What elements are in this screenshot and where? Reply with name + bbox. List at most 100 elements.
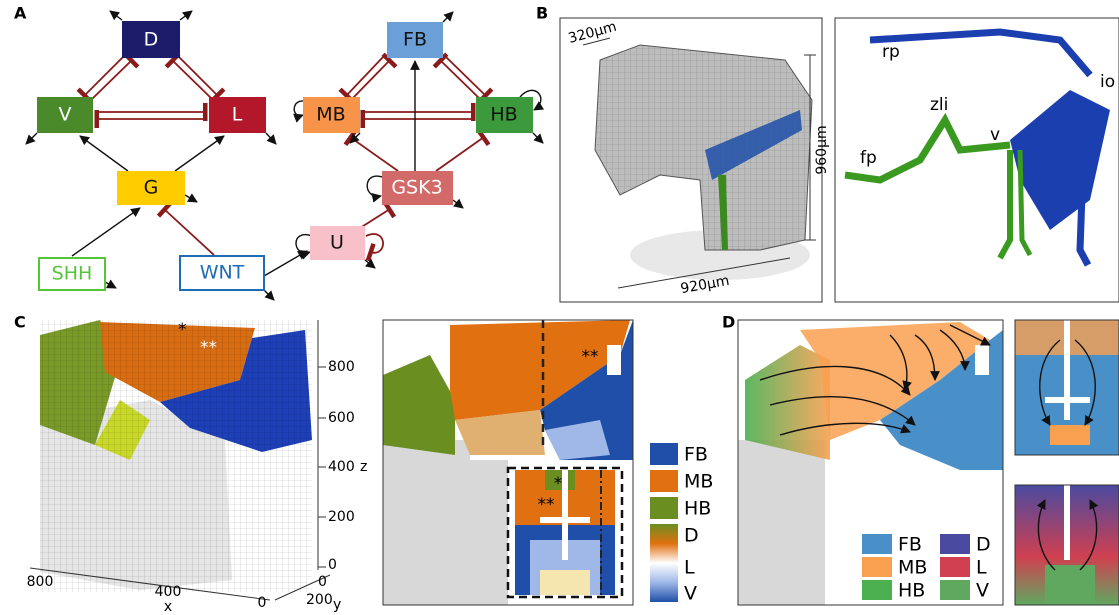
panel-d-legend <box>862 557 892 577</box>
node-label: G <box>144 177 159 199</box>
panel-b-render <box>595 45 812 250</box>
panel-d-map <box>1050 425 1090 445</box>
network-edge <box>264 251 307 276</box>
panel-c-legend <box>650 470 678 492</box>
network-edge <box>26 133 37 144</box>
network-edge <box>264 290 274 300</box>
node-label: L <box>232 104 243 126</box>
node-label: MB <box>316 104 345 126</box>
panel-b-label: rp <box>882 42 900 62</box>
panel-c-axis-label: 200 <box>306 592 333 608</box>
panel-c-legend: V <box>684 583 697 605</box>
panel-labels: D <box>722 313 735 332</box>
panel-c-axis-label: 0 <box>258 595 267 611</box>
panel-c-legend <box>650 443 678 465</box>
panel-c-axis-label: 400 <box>155 584 182 600</box>
panel-c-legend: FB <box>684 444 708 466</box>
panel-c-map: ** * ** <box>383 320 633 605</box>
panel-d-legend: MB <box>898 557 927 579</box>
marker: * <box>554 474 563 494</box>
panel-b-render <box>1010 90 1110 230</box>
panel-d-legend <box>940 534 970 554</box>
network-edge <box>445 56 486 96</box>
panel-d-legend <box>940 580 970 600</box>
network-edge <box>72 208 140 256</box>
network-edge <box>175 136 224 171</box>
panel-c-axis-label: 600 <box>328 410 355 426</box>
panel-c-render <box>30 320 330 600</box>
node-label: U <box>330 232 344 254</box>
network-edge <box>533 133 543 143</box>
panel-b-render <box>870 32 1090 75</box>
panel-d-map <box>738 320 1119 605</box>
node-label: SHH <box>52 263 93 285</box>
panel-d-map <box>975 345 989 375</box>
panel-c-legend: MB <box>684 471 713 493</box>
network-edge <box>26 11 543 300</box>
network-edge <box>180 11 192 20</box>
panel-c-legend: FB MB HB D L V <box>650 443 713 605</box>
panel-c-axis-label: x <box>164 599 172 615</box>
panel-d-map <box>1045 565 1095 605</box>
network-edge <box>453 200 463 208</box>
panel-b-label: zli <box>930 95 948 115</box>
panel-b-render <box>1000 150 1010 258</box>
node-label: HB <box>490 104 517 126</box>
panel-d-legend: V <box>976 580 989 602</box>
panel-c-axis-label: 0 <box>328 557 337 573</box>
panel-c-map <box>607 345 621 375</box>
network-edge <box>110 11 122 20</box>
panel-b-label: fp <box>860 148 877 168</box>
network-edge <box>360 209 390 228</box>
network-edge <box>443 12 453 22</box>
panel-c-axis-label: * <box>178 320 187 340</box>
panel-c-axis-label: y <box>333 597 341 613</box>
panel-d-legend: D <box>976 534 991 556</box>
panel-c-axis-label: 0 <box>318 574 327 590</box>
panel-d-legend <box>862 534 892 554</box>
panel-d-map <box>738 440 825 605</box>
panel-c-legend <box>650 497 678 519</box>
panel-d-legend: HB <box>898 580 925 602</box>
network-edge <box>296 235 312 253</box>
network-edge <box>164 209 214 255</box>
panel-b-render <box>560 18 1119 302</box>
network-edge <box>366 234 383 253</box>
page: {"panel_labels": ["A", "B", "C", "D"], "… <box>0 0 1119 615</box>
network-edge <box>436 137 484 171</box>
panel-c-axis-label: ** <box>200 338 217 358</box>
panel-b-label: v <box>990 125 1000 145</box>
network-edge <box>352 60 390 99</box>
panel-d-legend <box>862 580 892 600</box>
network-edge <box>105 282 116 288</box>
network-edge <box>365 260 375 268</box>
panel-c-legend: D <box>684 525 699 547</box>
panel-d-legend: L <box>976 557 987 579</box>
panel-c-map <box>383 440 508 605</box>
node-label: FB <box>403 29 427 51</box>
network-edge <box>440 60 480 99</box>
panel-c-axis-label: z <box>360 459 367 475</box>
network-edge <box>92 60 132 99</box>
panel-c-axis-label: 400 <box>328 459 355 475</box>
marker: ** <box>538 495 555 515</box>
panel-d-legend: FB <box>898 534 922 556</box>
network-edge <box>346 56 384 96</box>
network-edge <box>185 195 197 202</box>
panel-labels: B <box>536 4 548 23</box>
panel-c-render <box>318 367 326 567</box>
network-edge <box>80 136 128 171</box>
network-edge <box>350 137 398 171</box>
panel-c-axis-label: 800 <box>328 359 355 375</box>
network-edge <box>172 60 212 99</box>
panel-c-render <box>40 320 312 592</box>
network-edge <box>178 56 218 96</box>
panel-labels: A <box>14 4 27 23</box>
panel-c-legend: HB <box>684 498 711 520</box>
node-label: D <box>144 29 159 51</box>
marker: ** <box>582 347 599 367</box>
panel-b-label: io <box>1100 72 1115 92</box>
panel-b-label: 960μm <box>814 125 830 174</box>
panel-c-legend <box>650 524 678 602</box>
figure: A B C D D V L G SHH WNT FB MB HB GSK3 U <box>0 0 1119 615</box>
